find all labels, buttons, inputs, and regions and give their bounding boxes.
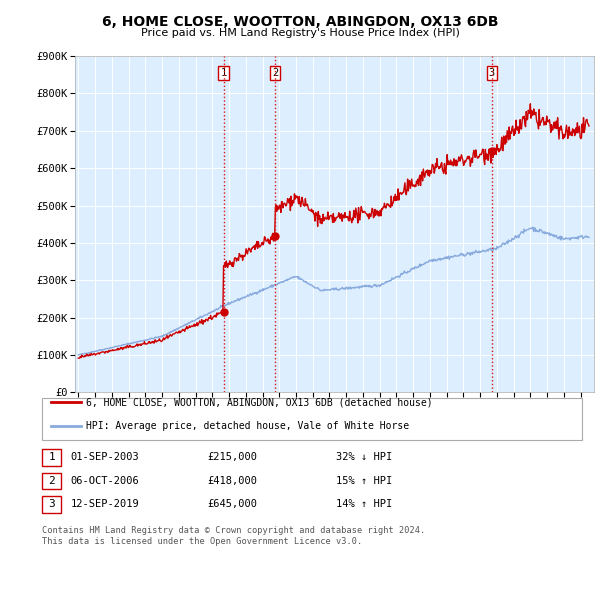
Text: Price paid vs. HM Land Registry's House Price Index (HPI): Price paid vs. HM Land Registry's House … <box>140 28 460 38</box>
Text: 3: 3 <box>489 68 495 78</box>
Text: 3: 3 <box>48 500 55 509</box>
Text: Contains HM Land Registry data © Crown copyright and database right 2024.
This d: Contains HM Land Registry data © Crown c… <box>42 526 425 546</box>
Text: 06-OCT-2006: 06-OCT-2006 <box>71 476 140 486</box>
Text: 1: 1 <box>220 68 227 78</box>
Text: HPI: Average price, detached house, Vale of White Horse: HPI: Average price, detached house, Vale… <box>86 421 409 431</box>
Text: 6, HOME CLOSE, WOOTTON, ABINGDON, OX13 6DB: 6, HOME CLOSE, WOOTTON, ABINGDON, OX13 6… <box>102 15 498 29</box>
Text: £215,000: £215,000 <box>207 453 257 462</box>
Text: £418,000: £418,000 <box>207 476 257 486</box>
Text: 15% ↑ HPI: 15% ↑ HPI <box>336 476 392 486</box>
Text: 1: 1 <box>48 453 55 462</box>
Text: £645,000: £645,000 <box>207 500 257 509</box>
Text: 12-SEP-2019: 12-SEP-2019 <box>71 500 140 509</box>
Text: 14% ↑ HPI: 14% ↑ HPI <box>336 500 392 509</box>
Text: 6, HOME CLOSE, WOOTTON, ABINGDON, OX13 6DB (detached house): 6, HOME CLOSE, WOOTTON, ABINGDON, OX13 6… <box>86 398 433 407</box>
Text: 32% ↓ HPI: 32% ↓ HPI <box>336 453 392 462</box>
Text: 2: 2 <box>272 68 278 78</box>
Text: 2: 2 <box>48 476 55 486</box>
Text: 01-SEP-2003: 01-SEP-2003 <box>71 453 140 462</box>
